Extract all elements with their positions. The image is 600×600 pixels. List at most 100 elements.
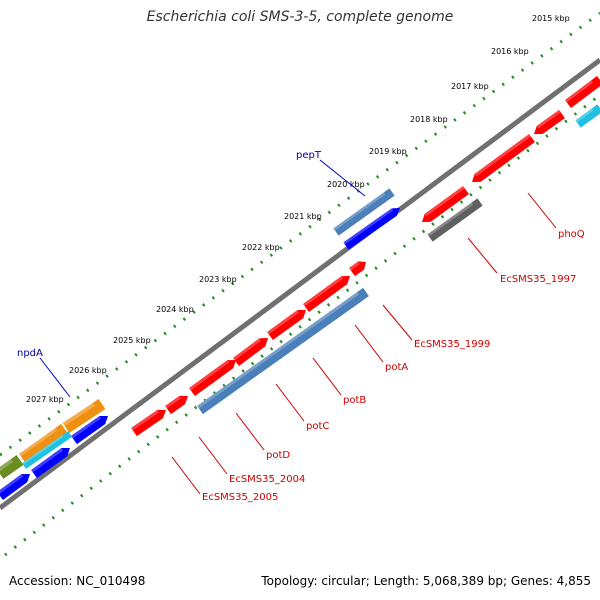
outer-dotted-ring <box>0 11 600 457</box>
gene-pepT-strand-highlight <box>343 208 394 245</box>
gene-pot-operon[interactable] <box>197 287 369 415</box>
leader-phoQ <box>527 192 557 229</box>
gene-label-npdA: npdA <box>17 348 43 359</box>
gene-potD-highlight <box>189 360 230 391</box>
gene-potD[interactable] <box>189 356 239 397</box>
leader-2004 <box>198 436 228 475</box>
gene-pepT-shape <box>333 188 395 236</box>
gene-EcSMS35_1999-shape <box>349 261 367 277</box>
leader-potB <box>312 357 342 396</box>
gene-features <box>0 76 600 501</box>
gene-EcSMS35_1997-highlight <box>427 202 474 237</box>
gene-npdA[interactable] <box>62 399 106 433</box>
gene-left-blue-1-highlight <box>31 448 64 473</box>
gene-EcSMS35_1999-highlight <box>349 261 360 271</box>
gene-phoQ-c-shape <box>534 109 565 135</box>
tick-labels: 2015 kbp 2016 kbp 2017 kbp 2018 kbp 2019… <box>26 14 570 404</box>
tick-label: 2023 kbp <box>199 275 237 284</box>
gene-phoQ-a-highlight <box>424 185 465 217</box>
leader-2005 <box>171 456 201 495</box>
gene-top-right-cyan[interactable] <box>575 104 600 128</box>
gene-label-pepT: pepT <box>296 150 322 161</box>
gene-phoQ-a[interactable] <box>419 185 469 226</box>
tick-label: 2022 kbp <box>242 243 280 252</box>
gene-left-blue-2[interactable] <box>71 412 111 445</box>
gene-left-orange[interactable] <box>19 423 67 463</box>
gene-left-olive[interactable] <box>0 455 24 479</box>
gene-top-right-cyan-shape <box>575 104 600 128</box>
tick-label: 2025 kbp <box>113 336 151 345</box>
tick-label: 2027 kbp <box>26 395 64 404</box>
label-leaders <box>39 159 557 495</box>
accession-text: Accession: NC_010498 <box>9 574 146 588</box>
tick-label: 2016 kbp <box>491 47 529 56</box>
gene-label-EcSMS35_2004: EcSMS35_2004 <box>229 474 305 485</box>
gene-EcSMS35_2004-shape <box>165 395 188 415</box>
gene-top-right-red-highlight <box>565 80 594 103</box>
tick-label: 2021 kbp <box>284 212 322 221</box>
gene-phoQ-c[interactable] <box>531 109 565 138</box>
gene-phoQ-b-shape <box>472 133 535 182</box>
tick-label: 2019 kbp <box>369 147 407 156</box>
map-title: Escherichia coli SMS-3-5, complete genom… <box>146 9 454 25</box>
gene-pepT-strand[interactable] <box>343 204 402 250</box>
topology-text: Topology: circular; Length: 5,068,389 bp… <box>261 574 591 588</box>
gene-top-right-red[interactable] <box>565 76 600 109</box>
gene-EcSMS35_1997-shape <box>427 198 483 242</box>
gene-label-potD: potD <box>266 450 290 461</box>
gene-left-blue-2-highlight <box>71 415 102 439</box>
gene-left-cyan-highlight <box>22 435 64 465</box>
tick-label: 2015 kbp <box>532 14 570 23</box>
gene-pepT[interactable] <box>333 188 395 236</box>
gene-left-blue-1-shape <box>31 447 71 479</box>
gene-left-blue-1[interactable] <box>31 444 73 479</box>
gene-left-blue-3[interactable] <box>0 470 33 501</box>
gene-pepT-strand-shape <box>343 207 400 250</box>
gene-left-blue-3-shape <box>0 473 31 501</box>
gene-label-phoQ: phoQ <box>558 229 585 240</box>
gene-EcSMS35_1997[interactable] <box>427 198 483 242</box>
gene-left-blue-2-shape <box>71 415 109 445</box>
leader-pepT <box>319 159 366 197</box>
gene-left-cyan[interactable] <box>22 431 72 469</box>
leader-potD <box>235 412 265 451</box>
gene-potD-shape <box>189 359 237 397</box>
tick-label: 2020 kbp <box>327 180 365 189</box>
gene-potB[interactable] <box>267 306 309 341</box>
gene-pot-operon-shape <box>197 287 369 415</box>
tick-label: 2017 kbp <box>451 82 489 91</box>
tick-label: 2026 kbp <box>69 366 107 375</box>
tick-label: 2018 kbp <box>410 115 448 124</box>
gene-label-EcSMS35_2005: EcSMS35_2005 <box>202 492 278 503</box>
gene-EcSMS35_2005-shape <box>131 409 167 437</box>
leader-potC <box>275 383 305 422</box>
gene-EcSMS35_2005[interactable] <box>131 406 169 437</box>
gene-pepT-highlight <box>333 192 386 231</box>
gene-potC[interactable] <box>233 334 271 367</box>
inner-dotted-ring <box>4 93 600 557</box>
gene-phoQ-b[interactable] <box>469 133 535 186</box>
gene-label-potB: potB <box>343 395 366 406</box>
gene-pot-operon-highlight <box>197 291 360 409</box>
gene-left-orange-highlight <box>19 427 58 457</box>
gene-EcSMS35_1999[interactable] <box>349 258 369 277</box>
gene-top-right-cyan-highlight <box>575 108 594 123</box>
gene-npdA-shape <box>62 399 106 433</box>
gene-label-EcSMS35_1997: EcSMS35_1997 <box>500 274 576 285</box>
gene-potB-highlight <box>267 310 300 335</box>
gene-npdA-highlight <box>62 402 95 427</box>
leader-1999 <box>382 304 413 341</box>
gene-left-olive-shape <box>0 455 24 479</box>
gene-left-cyan-shape <box>22 431 72 469</box>
leader-1997 <box>467 237 498 274</box>
gene-label-potC: potC <box>306 421 329 432</box>
genome-backbone <box>0 57 600 511</box>
gene-potA[interactable] <box>303 272 353 313</box>
gene-label-potA: potA <box>385 362 408 373</box>
gene-potC-highlight <box>233 338 262 361</box>
gene-potA-shape <box>303 275 351 313</box>
gene-EcSMS35_2004[interactable] <box>165 392 191 415</box>
gene-EcSMS35_2005-highlight <box>131 409 160 431</box>
gene-labels: pepT npdA phoQ EcSMS35_1997 EcSMS35_1999… <box>17 150 585 503</box>
